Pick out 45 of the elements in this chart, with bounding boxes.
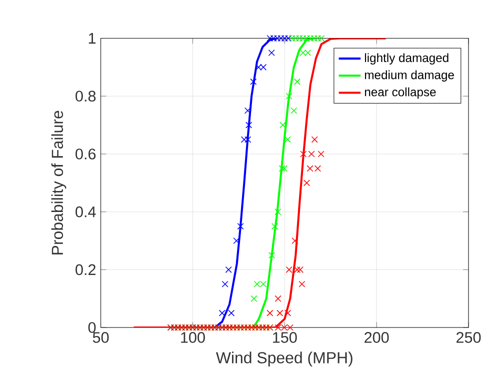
point xyxy=(274,208,282,216)
y-tick-label: 0.4 xyxy=(76,206,96,218)
point xyxy=(240,136,248,143)
point xyxy=(281,165,288,172)
x-tick-label: 250 xyxy=(456,332,481,343)
y-tick-label: 0 xyxy=(88,322,96,333)
point xyxy=(218,310,226,316)
x-tick-label: 50 xyxy=(92,332,109,343)
legend-label: near collapse xyxy=(364,87,436,99)
point xyxy=(271,222,278,230)
point xyxy=(286,92,292,100)
point xyxy=(250,295,258,302)
point xyxy=(318,150,324,158)
point xyxy=(294,78,300,85)
point xyxy=(298,280,306,288)
x-tick-label: 150 xyxy=(273,332,297,343)
point xyxy=(225,266,232,273)
point xyxy=(290,107,298,114)
y-tick-label: 0.8 xyxy=(76,90,96,102)
point xyxy=(292,237,298,244)
point xyxy=(222,280,228,288)
point xyxy=(268,252,276,258)
point xyxy=(268,49,275,56)
point xyxy=(280,122,286,128)
point xyxy=(311,136,318,143)
x-axis-title: Wind Speed (MPH) xyxy=(216,352,352,366)
point xyxy=(303,180,310,186)
point xyxy=(228,310,235,316)
y-tick-label: 1 xyxy=(88,33,96,44)
legend-label: medium damage xyxy=(364,70,454,82)
point xyxy=(244,136,252,143)
point xyxy=(237,222,244,230)
point xyxy=(246,122,252,128)
point xyxy=(297,266,304,273)
x-tick-label: 100 xyxy=(181,332,205,343)
y-axis-title: Probability of Failure xyxy=(51,110,66,254)
legend-label: lightly damaged xyxy=(364,53,448,64)
point xyxy=(278,165,286,172)
point xyxy=(284,136,291,143)
x-tick-label: 200 xyxy=(364,332,389,343)
point xyxy=(266,310,274,316)
y-tick-label: 0.2 xyxy=(76,264,96,276)
point xyxy=(274,295,282,302)
point xyxy=(250,78,257,85)
y-tick-label: 0.6 xyxy=(76,148,96,160)
